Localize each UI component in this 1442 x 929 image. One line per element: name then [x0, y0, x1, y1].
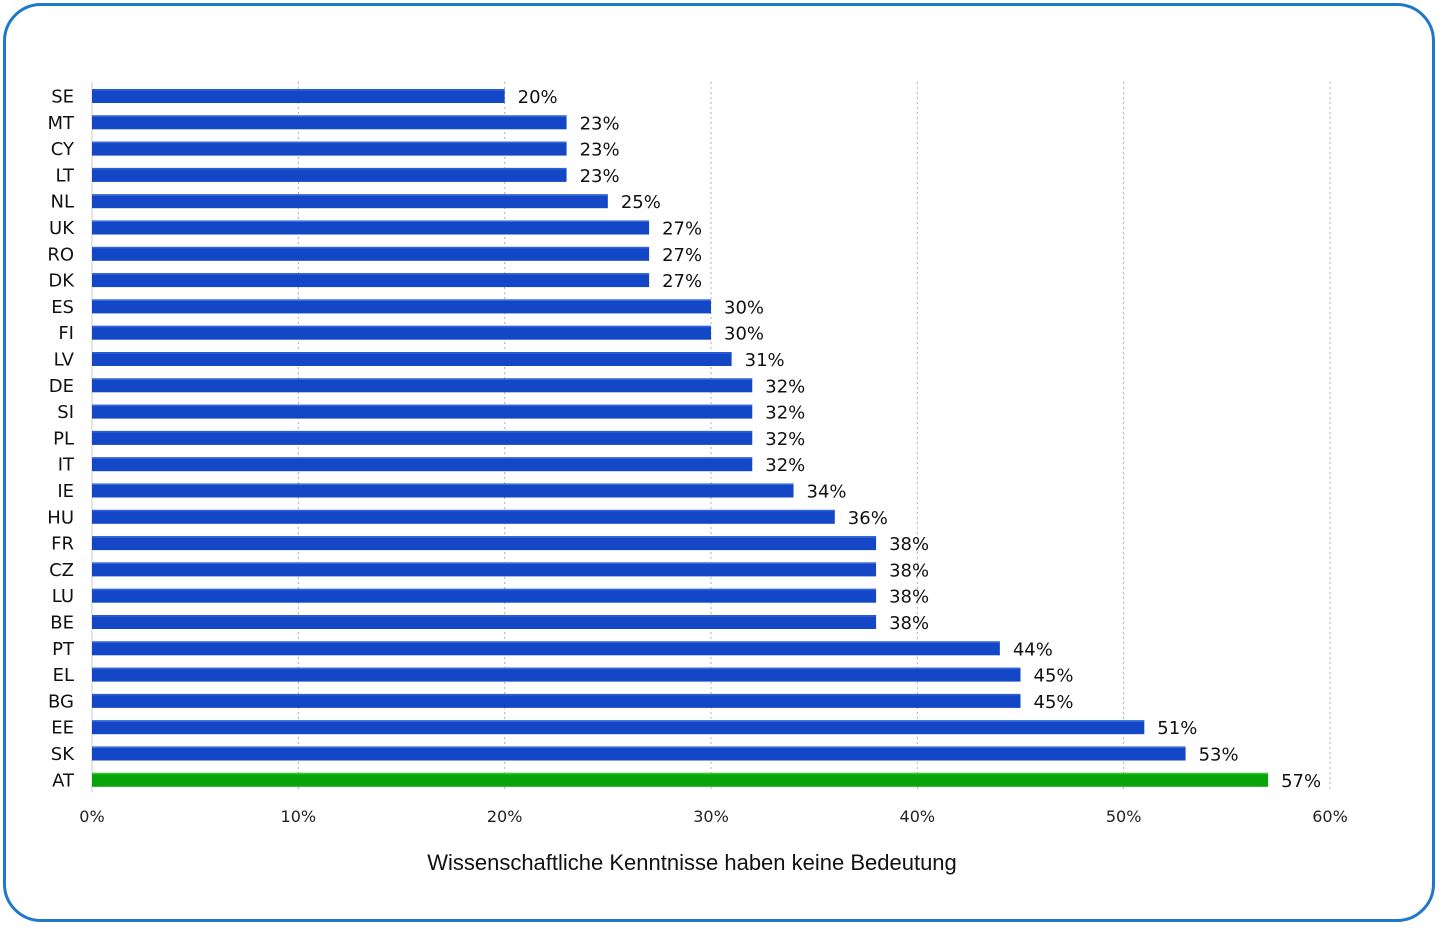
value-label: 23%	[580, 166, 620, 187]
x-tick-label: 50%	[1106, 807, 1142, 826]
category-label: BE	[50, 613, 74, 634]
category-label: DE	[49, 376, 74, 397]
value-label: 23%	[580, 113, 620, 134]
bar	[92, 167, 567, 182]
bar	[92, 378, 753, 393]
x-axis-title: Wissenschaftliche Kenntnisse haben keine…	[427, 850, 957, 875]
bar	[92, 273, 650, 288]
bar	[92, 246, 650, 261]
bar	[92, 457, 753, 472]
bar	[92, 220, 650, 235]
value-label: 44%	[1013, 639, 1053, 660]
category-label: PL	[53, 428, 74, 449]
bar	[92, 693, 1021, 708]
category-label: CY	[51, 139, 75, 160]
value-label: 38%	[889, 560, 929, 581]
labels: SE 20% MT 23% CY 23% LT 23% NL 25% UK 27% RO 27% DK 27%…	[47, 87, 1321, 792]
category-label: ES	[51, 297, 74, 318]
bar	[92, 404, 753, 419]
bar	[92, 141, 567, 156]
value-label: 38%	[889, 613, 929, 634]
category-label: EE	[51, 718, 74, 739]
value-label: 27%	[662, 245, 702, 266]
value-label: 30%	[724, 324, 764, 345]
value-label: 36%	[848, 508, 888, 529]
category-label: LV	[54, 350, 75, 371]
bar	[92, 720, 1145, 735]
value-label: 20%	[518, 87, 558, 108]
category-label: DK	[48, 271, 75, 292]
bar	[92, 641, 1000, 656]
value-label: 34%	[807, 482, 847, 503]
category-label: AT	[52, 770, 75, 791]
bars	[92, 89, 1269, 787]
category-label: LU	[52, 586, 74, 607]
category-label: BG	[48, 691, 74, 712]
bar	[92, 352, 732, 366]
x-tick-label: 40%	[900, 807, 936, 826]
category-label: UK	[49, 218, 75, 239]
value-label: 30%	[724, 297, 764, 318]
value-label: 23%	[580, 140, 620, 161]
value-label: 38%	[889, 587, 929, 608]
value-label: 32%	[765, 403, 805, 424]
value-label: 32%	[765, 455, 805, 476]
category-label: SI	[57, 402, 74, 423]
value-label: 32%	[765, 376, 805, 397]
bar	[92, 588, 877, 603]
category-label: SE	[51, 87, 74, 108]
x-tick-label: 30%	[693, 807, 729, 826]
bar	[92, 746, 1186, 761]
bar	[92, 299, 711, 314]
x-tick-label: 20%	[487, 807, 523, 826]
category-label: LT	[55, 165, 75, 186]
bar	[92, 562, 877, 577]
bar	[92, 89, 505, 103]
bar	[92, 536, 877, 551]
x-axis-ticks: 0% 10% 20% 30% 40% 50% 60%	[79, 807, 1347, 826]
value-label: 53%	[1199, 745, 1239, 766]
bar	[92, 115, 567, 130]
category-label: SK	[51, 744, 75, 765]
value-label: 32%	[765, 429, 805, 450]
category-label: NL	[51, 192, 75, 213]
value-label: 57%	[1281, 771, 1321, 792]
category-label: IT	[58, 455, 75, 476]
value-label: 45%	[1034, 692, 1074, 713]
x-tick-label: 10%	[281, 807, 317, 826]
bar	[92, 667, 1021, 682]
category-label: HU	[47, 507, 74, 528]
category-label: PT	[52, 639, 75, 660]
value-label: 31%	[745, 350, 785, 371]
value-label: 38%	[889, 534, 929, 555]
bar	[92, 430, 753, 445]
value-label: 27%	[662, 271, 702, 292]
value-label: 51%	[1157, 718, 1197, 739]
category-label: FI	[58, 323, 74, 344]
category-label: EL	[53, 665, 74, 686]
bar	[92, 615, 877, 629]
category-label: MT	[47, 113, 75, 134]
category-label: CZ	[49, 560, 74, 581]
value-label: 25%	[621, 192, 661, 213]
category-label: IE	[57, 481, 74, 502]
category-label: FR	[51, 534, 74, 555]
value-label: 27%	[662, 219, 702, 240]
bar	[92, 509, 835, 524]
bar	[92, 194, 608, 209]
x-tick-label: 0%	[79, 807, 104, 826]
x-tick-label: 60%	[1312, 807, 1348, 826]
value-label: 45%	[1034, 666, 1074, 687]
category-label: RO	[47, 244, 74, 265]
bar-highlight	[92, 772, 1269, 787]
bar	[92, 325, 711, 340]
bar	[92, 483, 794, 498]
